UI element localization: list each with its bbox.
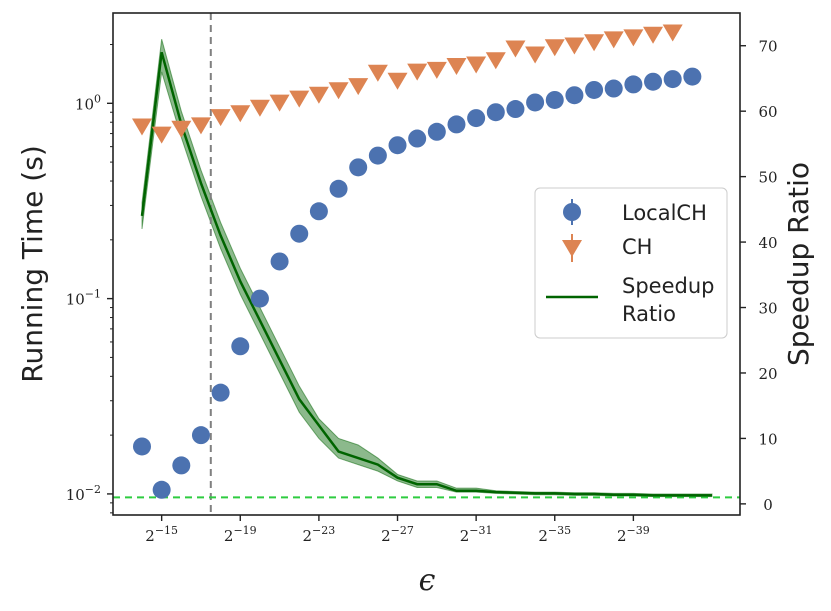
ch-point [151,126,172,144]
localch-point [526,93,545,112]
right-tick-label: 10 [758,430,777,448]
localch-point [133,437,151,456]
right-tick-label: 0 [763,496,773,514]
left-axis-title: Running Time (s) [16,145,49,383]
ch-point [348,78,369,96]
ch-point [308,86,329,104]
legend-localch-label: LocalCH [622,201,707,225]
localch-point [349,158,368,177]
right-tick-label: 20 [758,365,777,383]
speedup-line [140,51,712,497]
localch-point [447,115,466,134]
ch-point [249,99,270,117]
left-tick-label: 10−2 [66,483,101,504]
localch-point [486,103,505,122]
left-tick-label: 100 [75,92,101,113]
ch-point [171,120,192,138]
ch-point [367,64,388,82]
localch-point [644,72,663,91]
localch-point [329,179,348,198]
x-tick-label: 2−39 [617,524,650,545]
localch-point [309,202,328,221]
ch-point [544,39,565,57]
right-tick-label: 30 [758,300,777,318]
localch-point [388,136,407,155]
localch-point [172,456,191,475]
x-axis-title: ϵ [419,563,436,598]
ch-point [643,26,664,44]
ch-point [132,118,152,136]
ch-point [466,56,487,74]
x-tick-label: 2−15 [145,524,178,545]
ch-point [426,61,447,79]
x-tick-label: 2−35 [538,524,571,545]
localch-point [545,90,564,109]
ch-point [525,46,546,64]
x-tick-label: 2−23 [303,524,336,545]
legend-box [534,187,728,339]
localch-point [585,80,604,99]
localch-point [604,79,623,98]
scatter-points [132,24,702,499]
right-tick-label: 50 [758,169,777,187]
reference-lines [113,13,740,515]
localch-point [368,146,387,165]
legend-localch-marker [563,203,581,221]
ch-point [564,37,585,55]
ch-point [328,82,349,100]
ch-point [190,117,211,135]
speedup-confidence-band-layer [141,39,713,498]
ch-point [289,90,310,108]
ch-point [603,31,624,49]
localch-point [565,86,584,105]
localch-point [427,122,446,141]
ch-point [269,94,290,112]
localch-point [663,70,682,89]
legend-speedup-label-line1: Speedup [622,274,714,298]
legend-ch-label: CH [622,235,652,259]
ch-point [584,34,605,52]
legend-ch-marker [562,240,582,257]
ch-point [230,105,251,123]
axis-ticks: 2−15 2−19 2−23 2−27 2−31 2−35 2−39 10−2 10−1 100 0… [66,38,778,545]
ch-point [387,72,408,90]
right-tick-label: 40 [758,234,777,252]
localch-point [624,75,643,94]
localch-point [408,129,427,148]
x-tick-label: 2−27 [381,524,414,545]
speedup-band [141,39,713,498]
left-tick-label: 10−1 [66,288,101,309]
speedup-line-layer [140,51,712,497]
localch-point [467,109,486,128]
legend: LocalCH CH Speedup Ratio [534,187,728,339]
ch-point [505,40,526,58]
right-tick-label: 60 [758,103,777,121]
x-tick-label: 2−19 [224,524,257,545]
localch-point [211,383,230,402]
localch-point [250,289,269,308]
ch-point [446,58,467,76]
localch-point [270,252,289,271]
plot-frame [112,12,741,516]
localch-point [231,337,250,356]
ch-point [485,52,506,70]
ch-point [407,63,428,81]
localch-point [290,224,309,243]
localch-point [683,67,702,86]
localch-point [191,426,210,445]
ch-point [210,109,231,127]
localch-point [506,100,525,119]
right-axis-title: Speedup Ratio [782,162,815,366]
legend-speedup-label-line2: Ratio [622,302,676,326]
x-tick-label: 2−31 [460,524,493,545]
ch-point [662,24,683,42]
localch-point [152,480,171,499]
right-tick-label: 70 [758,38,777,56]
ch-point [623,29,644,47]
